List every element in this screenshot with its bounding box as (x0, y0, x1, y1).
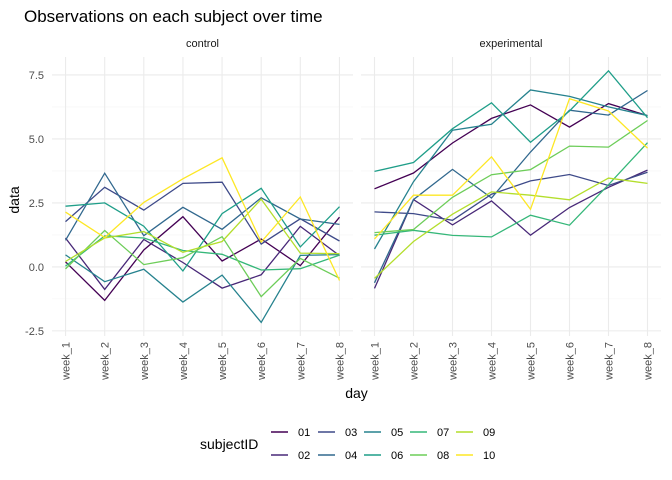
series-line-experimental-05 (373, 89, 648, 250)
x-tick-label: week_4 (178, 342, 190, 381)
x-tick-label: week_6 (565, 342, 577, 381)
y-tick-label: 7.5 (29, 70, 44, 82)
legend-label-08: 08 (437, 450, 449, 462)
x-tick-label: week_2 (100, 342, 112, 381)
x-tick-label: week_1 (370, 342, 382, 381)
series-line-control-03 (65, 181, 340, 246)
legend-label-09: 09 (483, 427, 495, 439)
series-line-control-04 (64, 171, 340, 241)
series-line-experimental-09 (374, 177, 648, 279)
y-tick-label: 0.0 (29, 262, 44, 274)
x-tick-label: week_7 (604, 342, 616, 381)
legend-title: subjectID (200, 436, 258, 452)
x-tick-label: week_2 (409, 342, 421, 381)
x-tick-label: week_8 (334, 342, 346, 381)
chart-panels: control week_1 week_2 week_3 week_4 week_5 wee… (25, 38, 661, 381)
series-line-experimental-03 (374, 171, 648, 221)
y-axis-title: data (6, 186, 22, 213)
series-line-experimental-01 (374, 102, 648, 190)
x-tick-label: week_3 (448, 342, 460, 381)
facet-label-experimental: experimental (480, 38, 543, 50)
series-line-experimental-10 (374, 97, 648, 240)
x-tick-label: week_3 (139, 342, 151, 381)
legend-label-07: 07 (437, 427, 449, 439)
legend-label-10: 10 (483, 450, 495, 462)
x-tick-label: week_4 (487, 342, 499, 381)
x-tick-label: week_5 (526, 342, 538, 381)
series-line-control-09 (65, 198, 340, 263)
x-tick-label: week_7 (295, 342, 307, 381)
legend-label-03: 03 (345, 427, 357, 439)
chart-title: Observations on each subject over time (24, 7, 323, 26)
x-tick-label: week_5 (217, 342, 229, 381)
x-tick-label: week_6 (256, 342, 268, 381)
panel-control: control week_1 week_2 week_3 week_4 week_5 wee… (52, 38, 353, 381)
legend-label-06: 06 (391, 450, 403, 462)
legend-label-04: 04 (345, 450, 357, 462)
y-tick-label: 5.0 (29, 134, 44, 146)
panel-experimental: experimental week_1 week_2 week_3 week_4 week… (361, 38, 661, 381)
x-axis-title: day (345, 385, 368, 401)
x-tick-label: week_8 (643, 342, 655, 381)
legend-label-01: 01 (298, 427, 310, 439)
legend-label-02: 02 (298, 450, 310, 462)
series-line-experimental-08 (374, 119, 648, 234)
y-tick-label: -2.5 (25, 326, 44, 338)
series-line-experimental-06 (374, 69, 648, 173)
legend-label-05: 05 (391, 427, 403, 439)
series-line-control-06 (65, 187, 340, 273)
series-line-control-10 (65, 156, 341, 281)
legend: subjectID 01 02 03 04 05 06 07 08 09 10 (200, 427, 495, 462)
series-line-control-01 (65, 215, 341, 302)
y-tick-label: 2.5 (29, 198, 44, 210)
series-line-experimental-07 (374, 142, 648, 238)
series-line-control-05 (65, 253, 340, 324)
series-line-control-02 (64, 225, 340, 291)
x-tick-label: week_1 (61, 342, 73, 381)
facet-label-control: control (186, 38, 219, 50)
